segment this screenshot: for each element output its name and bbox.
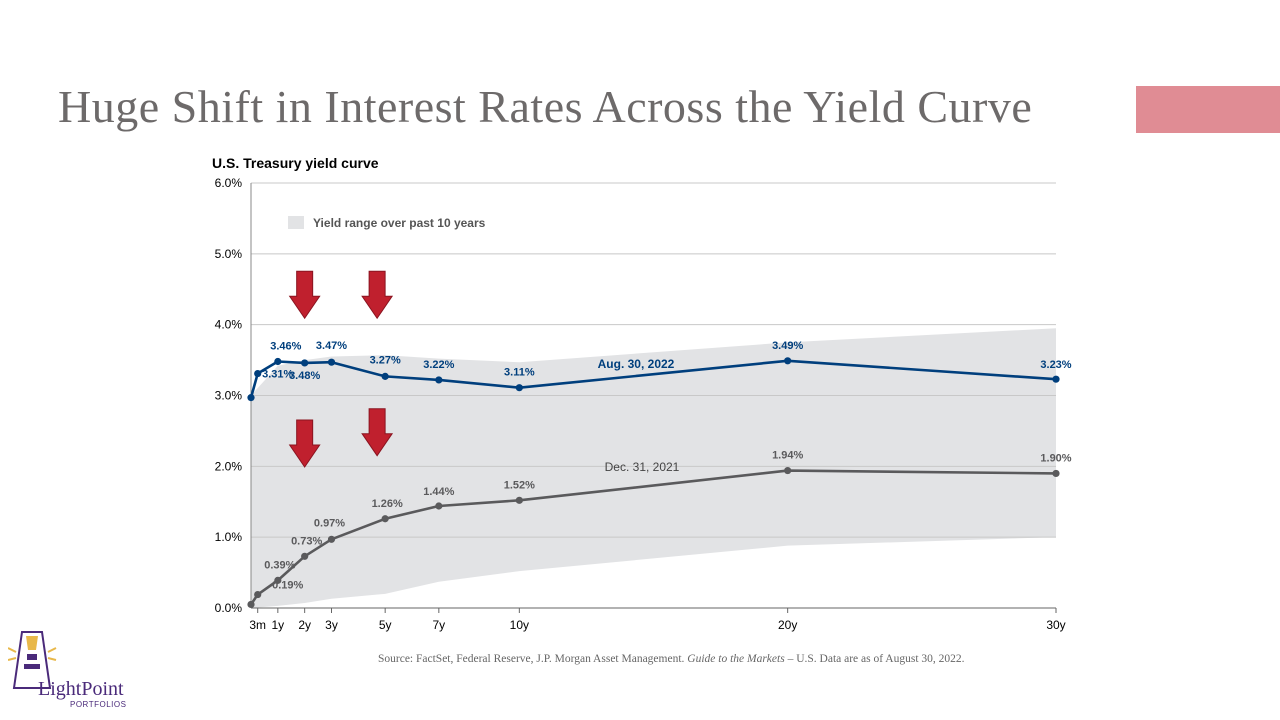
data-point [1052, 375, 1060, 383]
data-label: 3.23% [1040, 359, 1071, 371]
down-arrow-icon [288, 270, 321, 320]
data-label: 3.11% [504, 367, 535, 379]
lightpoint-logo: LightPoint PORTFOLIOS [7, 628, 138, 712]
data-label: 0.97% [314, 517, 345, 529]
y-tick-label: 4.0% [215, 318, 243, 332]
legend-swatch [288, 216, 304, 229]
down-arrow-icon [361, 270, 394, 320]
x-tick-label: 1y [271, 618, 284, 632]
y-tick-label: 6.0% [215, 176, 243, 190]
y-tick-label: 2.0% [215, 459, 243, 473]
data-point [784, 357, 792, 365]
data-point [381, 372, 389, 380]
series-line [249, 469, 1057, 606]
down-arrow-icon [288, 419, 321, 468]
logo-sub: PORTFOLIOS [70, 700, 126, 709]
data-point [327, 535, 336, 543]
legend-label: Yield range over past 10 years [313, 216, 486, 230]
series-line [249, 359, 1057, 398]
x-tick-label: 30y [1046, 618, 1065, 632]
yield-range-band [251, 328, 1056, 608]
data-label: 3.31% [262, 369, 293, 381]
data-label: 3.46% [270, 341, 301, 353]
data-point [247, 600, 255, 609]
data-point [274, 357, 282, 366]
accent-bar [1136, 86, 1280, 133]
y-tick-label: 0.0% [215, 601, 243, 615]
down-arrow-icon [361, 408, 394, 457]
source-prefix: Source: FactSet, Federal Reserve, J.P. M… [378, 653, 688, 665]
data-label: 1.26% [372, 498, 403, 510]
data-point [254, 369, 262, 378]
x-tick-label: 3y [325, 618, 338, 632]
y-tick-label: 5.0% [215, 247, 243, 261]
data-label: 1.90% [1040, 452, 1071, 464]
x-tick-label: 2y [298, 618, 311, 632]
series-label-dec-2021: Dec. 31, 2021 [605, 460, 680, 474]
data-label: 3.47% [316, 340, 347, 352]
x-tick-label: 20y [778, 618, 797, 632]
source-italic: Guide to the Markets [687, 653, 785, 665]
data-point [381, 515, 389, 523]
y-tick-label: 3.0% [215, 389, 243, 403]
data-label: 1.44% [423, 486, 454, 498]
chart-title: U.S. Treasury yield curve [212, 155, 379, 171]
slide-title: Huge Shift in Interest Rates Across the … [58, 81, 1033, 132]
data-point [247, 394, 255, 402]
data-point [327, 358, 336, 366]
data-point [274, 576, 282, 584]
data-label: 3.48% [289, 370, 320, 382]
data-point [301, 359, 309, 367]
data-label: 0.39% [264, 559, 295, 571]
data-point [784, 466, 792, 475]
x-tick-label: 10y [510, 618, 529, 632]
data-label: 0.73% [291, 535, 322, 547]
data-label: 1.52% [504, 479, 535, 491]
series-label-aug-2022: Aug. 30, 2022 [598, 357, 675, 371]
logo-name: LightPoint [38, 678, 124, 700]
data-point [435, 502, 443, 510]
data-label: 3.27% [370, 354, 401, 366]
x-tick-label: 3m [249, 618, 266, 632]
data-point [254, 590, 262, 599]
data-point [515, 496, 523, 504]
data-point [515, 384, 523, 392]
x-tick-label: 7y [432, 618, 445, 632]
source-note: Source: FactSet, Federal Reserve, J.P. M… [378, 653, 965, 665]
data-point [1052, 469, 1060, 478]
data-label: 3.49% [772, 340, 803, 352]
data-label: 3.22% [423, 359, 454, 371]
data-point [301, 552, 309, 560]
data-point [435, 376, 443, 384]
lighthouse-icon: LightPoint PORTFOLIOS [7, 631, 126, 709]
source-suffix: – U.S. Data are as of August 30, 2022. [784, 653, 965, 665]
x-tick-label: 5y [379, 618, 392, 632]
y-tick-label: 1.0% [215, 530, 243, 544]
data-label: 1.94% [772, 450, 803, 462]
